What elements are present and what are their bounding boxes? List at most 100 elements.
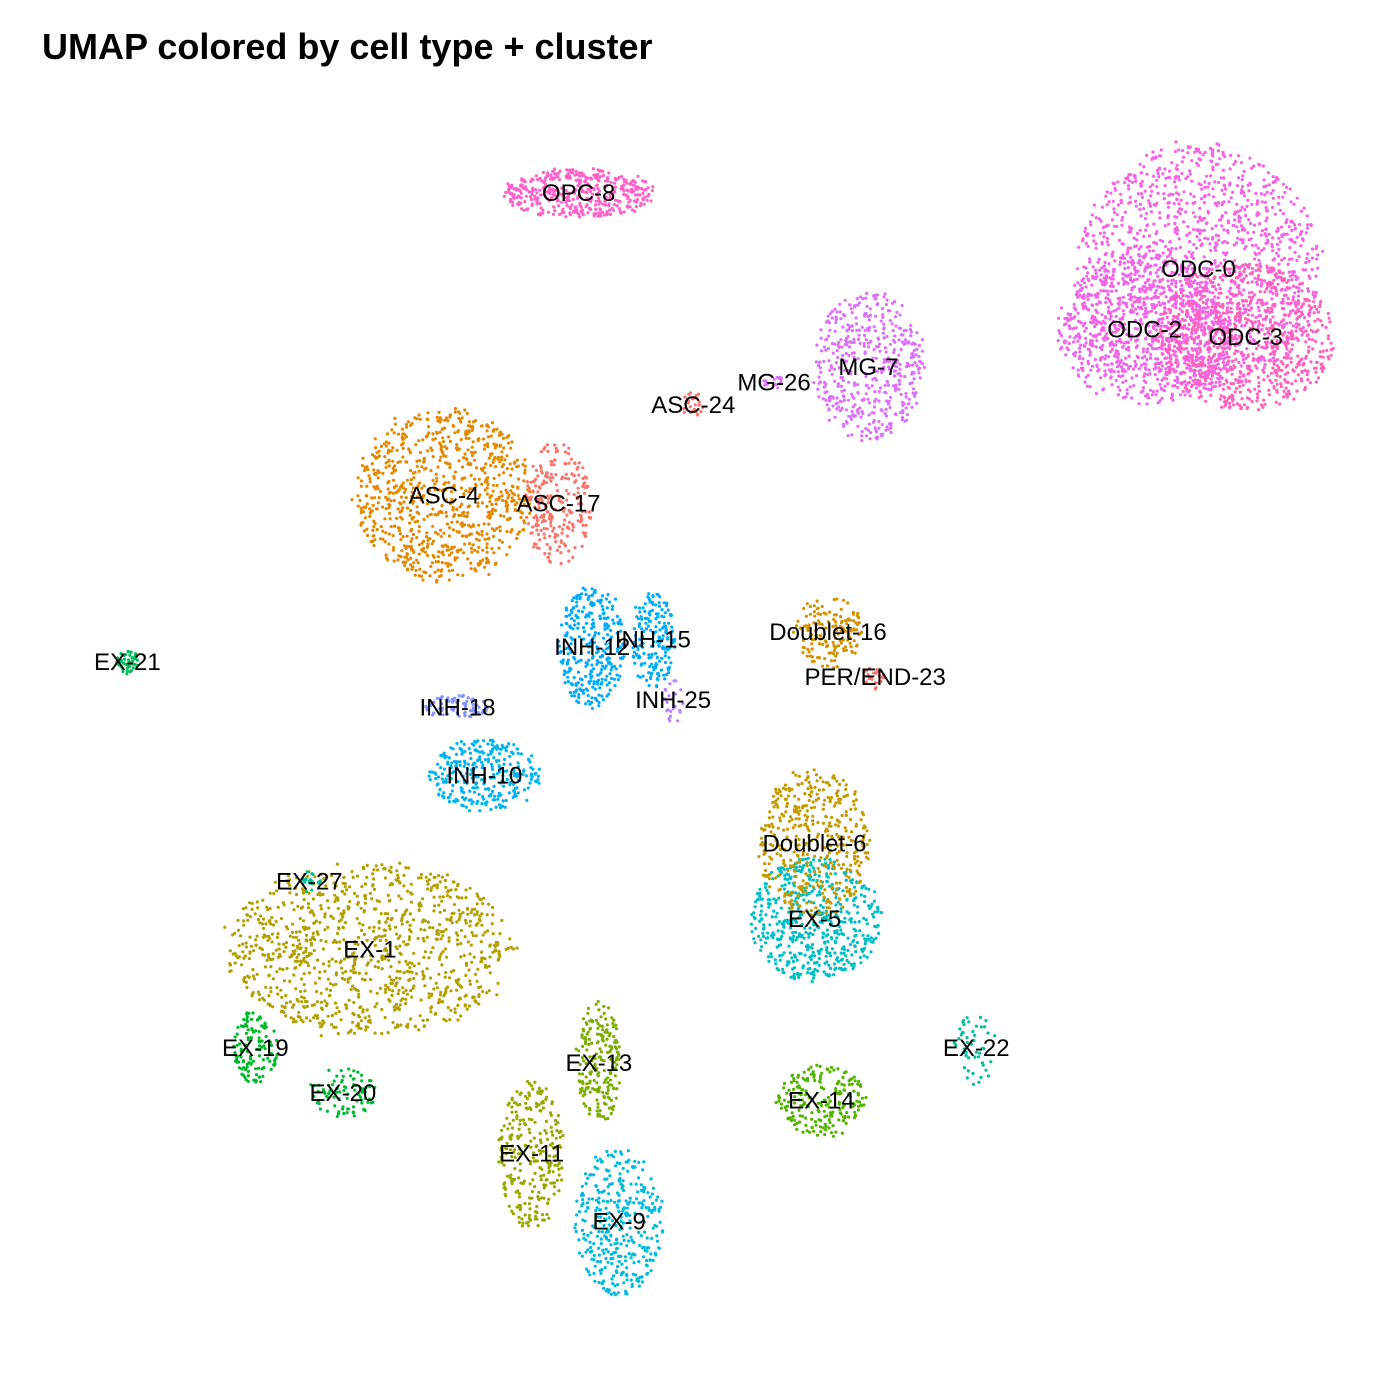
data-point [302, 873, 306, 877]
data-point [344, 1003, 348, 1008]
data-point [1079, 289, 1083, 293]
data-point [1174, 167, 1178, 171]
data-point [496, 981, 500, 986]
data-point [320, 1024, 324, 1028]
data-point [1103, 357, 1107, 361]
data-point [1110, 252, 1114, 256]
data-point [364, 505, 368, 509]
data-point [494, 940, 498, 945]
data-point [1298, 327, 1302, 331]
data-point [1249, 300, 1253, 304]
data-point [1183, 361, 1187, 365]
data-point [1085, 307, 1089, 311]
data-point [1327, 316, 1331, 320]
data-point [811, 950, 815, 955]
data-point [1198, 362, 1202, 366]
data-point [462, 510, 466, 514]
data-point [811, 878, 815, 882]
data-point [435, 415, 439, 419]
data-point [1076, 339, 1080, 343]
data-point [1232, 364, 1236, 368]
data-point [440, 449, 444, 453]
data-point [1098, 301, 1103, 305]
data-point [428, 872, 433, 876]
data-point [335, 1006, 339, 1010]
data-point [491, 489, 495, 493]
data-point [1236, 176, 1241, 180]
data-point [284, 1001, 289, 1005]
data-point [1067, 341, 1071, 345]
data-point [419, 927, 423, 932]
data-point [1273, 180, 1277, 184]
data-point [305, 939, 309, 943]
data-point [1206, 185, 1210, 189]
data-point [1162, 197, 1166, 201]
data-point [1305, 373, 1309, 377]
data-point [304, 946, 308, 950]
data-point [1245, 320, 1249, 325]
data-point [1253, 276, 1257, 280]
data-point [1299, 358, 1303, 362]
data-point [269, 986, 273, 990]
data-point [1111, 232, 1115, 236]
data-point [1172, 331, 1176, 335]
data-point [343, 881, 347, 886]
data-point [1321, 249, 1325, 253]
data-point [1143, 372, 1147, 376]
data-point [1116, 203, 1120, 207]
data-point [300, 977, 304, 981]
cluster-points-ex-1 [223, 861, 519, 1038]
data-point [1161, 172, 1165, 176]
data-point [1116, 365, 1120, 369]
data-point [405, 425, 409, 429]
data-point [439, 952, 443, 956]
data-point [491, 932, 495, 936]
data-point [266, 952, 270, 957]
data-point [1186, 281, 1190, 286]
data-point [1162, 376, 1166, 380]
data-point [397, 529, 402, 533]
data-point [1104, 274, 1109, 278]
data-point [1274, 272, 1278, 276]
data-point [318, 920, 322, 925]
data-point [387, 441, 391, 445]
data-point [396, 936, 400, 941]
data-point [1225, 267, 1229, 271]
data-point [1235, 184, 1240, 188]
data-point [1255, 366, 1259, 370]
data-point [1083, 380, 1087, 384]
data-point [1202, 289, 1206, 293]
data-point [1160, 344, 1164, 348]
data-point [1124, 363, 1128, 367]
data-point [1174, 299, 1178, 304]
data-point [383, 990, 387, 994]
data-point [1239, 313, 1243, 317]
data-point [1164, 373, 1168, 377]
data-point [379, 912, 383, 916]
data-point [1128, 385, 1132, 389]
data-point [387, 450, 391, 454]
data-point [493, 944, 497, 949]
data-point [336, 906, 340, 911]
data-point [457, 983, 461, 987]
data-point [1088, 260, 1092, 264]
data-point [1301, 326, 1305, 330]
data-point [1153, 337, 1157, 341]
data-point [1262, 185, 1266, 189]
data-point [468, 463, 472, 467]
data-point [829, 936, 834, 940]
data-point [1301, 330, 1305, 334]
data-point [1255, 340, 1259, 345]
data-point [522, 519, 526, 523]
data-point [1274, 400, 1278, 404]
data-point [1286, 262, 1290, 266]
data-point [1098, 332, 1102, 336]
data-point [389, 982, 393, 986]
data-point [399, 495, 403, 499]
data-point [432, 987, 436, 991]
data-point [1086, 244, 1090, 248]
data-point [386, 1031, 390, 1035]
data-point [477, 545, 481, 550]
data-point [1105, 190, 1109, 194]
data-point [1262, 279, 1267, 283]
